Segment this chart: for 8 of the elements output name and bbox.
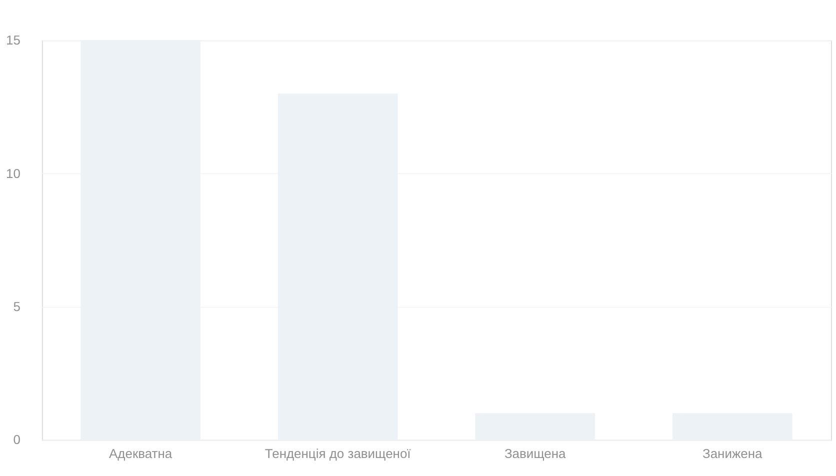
x-tick-label: Занижена bbox=[702, 446, 764, 462]
y-tick-label: 10 bbox=[6, 166, 20, 181]
x-tick-label: Завищена bbox=[504, 446, 567, 462]
y-tick-label: 0 bbox=[13, 432, 20, 448]
x-tick-label: Адекватна bbox=[109, 446, 173, 462]
x-tick-label: Тенденція до завищеної bbox=[264, 446, 412, 462]
y-tick-label: 5 bbox=[13, 299, 20, 314]
y-tick-label: 15 bbox=[6, 32, 20, 48]
